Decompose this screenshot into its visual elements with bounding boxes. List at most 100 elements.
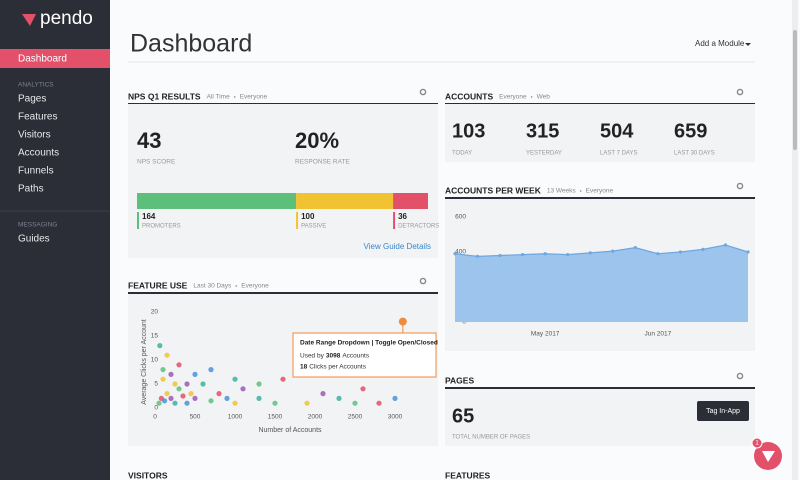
legend-swatch: [296, 212, 299, 229]
scatter-point[interactable]: [200, 381, 206, 387]
x-tick-label: 1000: [228, 414, 243, 421]
stat-value: 103: [452, 120, 485, 142]
panel-filter: Everyone: [499, 94, 527, 101]
settings-gear[interactable]: [419, 277, 427, 285]
panel-title: FEATURES: [445, 470, 491, 480]
nav-item[interactable]: Funnels: [18, 166, 54, 177]
x-tick-label: 1500: [268, 414, 283, 421]
scatter-point[interactable]: [208, 398, 214, 404]
scatter-point[interactable]: [172, 400, 178, 406]
scatter-point[interactable]: [320, 391, 326, 397]
tooltip-title: Date Range Dropdown | Toggle Open/Closed: [300, 340, 438, 347]
y-tick-label: 5: [154, 381, 158, 388]
legend-swatch: [137, 212, 139, 229]
nav-item[interactable]: Paths: [18, 184, 44, 195]
area-point: [701, 247, 705, 251]
add-module[interactable]: Add a Module: [695, 39, 745, 48]
scatter-point[interactable]: [157, 343, 163, 349]
filter-dot: [235, 285, 238, 287]
scatter-point[interactable]: [208, 367, 214, 373]
stat-label: LAST 30 DAYS: [674, 151, 715, 157]
scatter-point[interactable]: [232, 376, 238, 382]
dropdown-caret[interactable]: [745, 43, 751, 46]
nps-score-label: NPS SCORE: [137, 159, 176, 166]
area-point: [746, 250, 750, 254]
area-point: [521, 253, 525, 257]
y-tick-label: 10: [151, 357, 159, 364]
nav-active[interactable]: Dashboard: [18, 54, 67, 65]
scatter-point[interactable]: [304, 400, 310, 406]
scatter-point[interactable]: [176, 362, 182, 368]
scatter-point[interactable]: [360, 386, 366, 392]
area-line: [454, 244, 749, 257]
scatter-point[interactable]: [256, 381, 262, 387]
nps-segment: [296, 193, 394, 209]
highlight-point[interactable]: [398, 317, 407, 326]
panel-filter: Everyone: [586, 188, 614, 195]
panel-title: ACCOUNTS PER WEEK: [445, 185, 542, 195]
nav-item[interactable]: Pages: [18, 94, 46, 105]
area-point: [723, 243, 728, 247]
scatter-point[interactable]: [172, 381, 178, 387]
scatter-point[interactable]: [280, 376, 286, 382]
badge: [751, 437, 763, 449]
scatter-point[interactable]: [192, 395, 198, 401]
breakdown-label: DETRACTORS: [398, 224, 439, 230]
scatter-point[interactable]: [392, 395, 398, 401]
scrollbar[interactable]: [792, 0, 798, 480]
scatter-point[interactable]: [180, 393, 186, 399]
scatter-point[interactable]: [162, 398, 168, 404]
scatter-point[interactable]: [156, 400, 162, 406]
x-tick-label: 500: [190, 414, 201, 421]
nav-active-bg[interactable]: [0, 49, 110, 68]
tag-button-label[interactable]: Tag In-App: [706, 408, 740, 415]
tooltip-text: Accounts: [342, 353, 369, 360]
nav-item[interactable]: Accounts: [18, 148, 59, 159]
panel-filter: Last 30 Days: [193, 283, 232, 290]
settings-gear[interactable]: [736, 372, 744, 380]
tag-button[interactable]: [697, 401, 749, 421]
scatter-point[interactable]: [272, 400, 278, 406]
filter-dot: [579, 190, 582, 192]
scatter-point[interactable]: [336, 395, 342, 401]
pages-value: 65: [452, 405, 474, 427]
settings-gear[interactable]: [736, 88, 744, 96]
x-tick-label: 0: [153, 414, 157, 421]
scatter-point[interactable]: [184, 381, 190, 387]
settings-gear[interactable]: [736, 182, 744, 190]
scatter-point[interactable]: [216, 391, 222, 397]
panel-filter: All Time: [207, 94, 231, 101]
scatter-point[interactable]: [168, 371, 174, 377]
scatter-point[interactable]: [224, 395, 230, 401]
scatter-point[interactable]: [232, 400, 238, 406]
scatter-point[interactable]: [376, 400, 382, 406]
tooltip-value: 18: [300, 364, 308, 371]
scatter-point[interactable]: [164, 391, 170, 397]
scatter-point[interactable]: [256, 395, 262, 401]
nav-item[interactable]: Guides: [18, 234, 50, 245]
area: [455, 245, 748, 322]
scatter-point[interactable]: [164, 352, 170, 358]
scatter-point[interactable]: [160, 376, 166, 382]
x-tick-label: 3000: [388, 414, 403, 421]
scatter-point[interactable]: [352, 400, 358, 406]
scrollbar-thumb[interactable]: [793, 30, 797, 150]
view-guide-link[interactable]: View Guide Details: [364, 242, 431, 251]
nav-item[interactable]: Visitors: [18, 130, 51, 141]
x-tick-label: 2000: [308, 414, 323, 421]
scatter-point[interactable]: [168, 395, 174, 401]
scatter-point[interactable]: [176, 386, 182, 392]
settings-gear[interactable]: [419, 88, 427, 96]
scatter-point[interactable]: [240, 386, 246, 392]
nps-segment: [393, 193, 428, 209]
scatter-point[interactable]: [192, 371, 198, 377]
area-point: [498, 253, 502, 258]
x-tick-label: Jun 2017: [644, 331, 671, 338]
scatter-point[interactable]: [188, 391, 194, 397]
x-axis-label: Number of Accounts: [258, 427, 322, 434]
scatter-point[interactable]: [184, 400, 190, 406]
nav-item[interactable]: Features: [18, 112, 57, 123]
logo-mark: [22, 14, 36, 26]
scatter-point[interactable]: [160, 367, 166, 373]
breakdown-value: 164: [142, 212, 156, 221]
